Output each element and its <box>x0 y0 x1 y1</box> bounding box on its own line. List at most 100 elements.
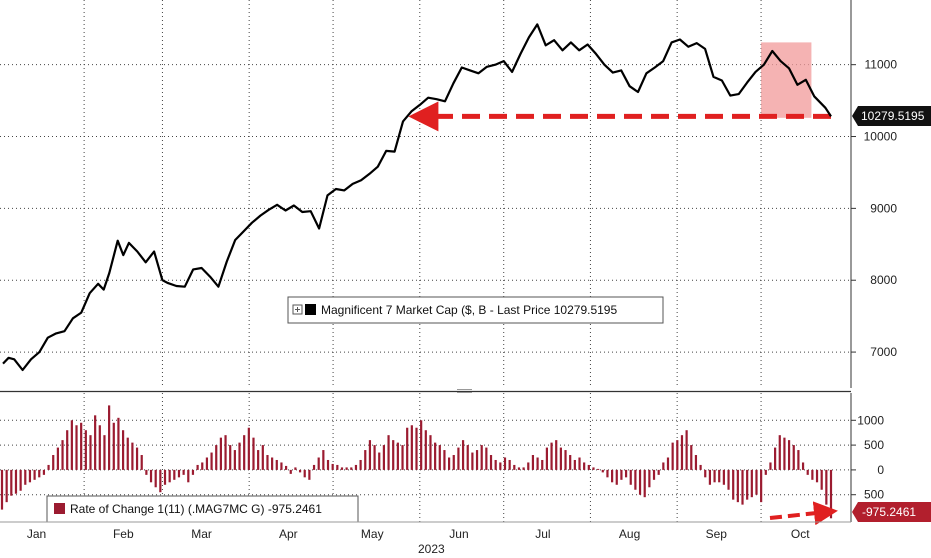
roc-bar <box>289 469 292 474</box>
roc-tick-label: 1000 <box>857 413 884 427</box>
roc-bar <box>406 427 409 470</box>
roc-bar <box>541 459 544 470</box>
roc-bar <box>652 469 656 480</box>
roc-bar <box>354 464 358 470</box>
roc-bar <box>806 469 809 475</box>
roc-bar <box>243 435 246 470</box>
roc-bar <box>80 422 83 470</box>
roc-bar <box>615 469 618 485</box>
roc-bar <box>829 469 833 519</box>
roc-bar <box>569 455 572 470</box>
roc-legend-box: Rate of Change 1(11) (.MAG7MC G) -975.24… <box>46 495 359 523</box>
roc-bar <box>494 459 497 470</box>
roc-bar <box>42 469 46 475</box>
roc-bar <box>764 469 767 475</box>
roc-bar <box>52 455 55 470</box>
roc-bar <box>718 469 721 483</box>
roc-bar <box>685 430 688 470</box>
roc-last-value: -975.2461 <box>862 505 916 519</box>
roc-bar <box>424 430 427 470</box>
price-tick-label: 9000 <box>870 201 897 215</box>
roc-bar <box>159 469 162 493</box>
roc-bar <box>117 417 120 470</box>
roc-bar <box>666 457 670 470</box>
roc-bar <box>694 455 698 470</box>
month-tick-label: May <box>361 527 384 541</box>
roc-bar <box>815 469 819 483</box>
roc-bar <box>489 455 493 470</box>
price-last-value-tag: 10279.5195 <box>852 106 931 126</box>
roc-bar <box>387 435 390 470</box>
price-tick-label: 8000 <box>870 273 897 287</box>
roc-bar <box>461 440 465 470</box>
roc-bar <box>755 469 758 495</box>
month-tick-label: Jan <box>27 527 46 541</box>
panel-divider[interactable] <box>0 388 851 393</box>
roc-bar <box>229 445 232 470</box>
roc-bar <box>727 469 730 490</box>
roc-bar <box>415 427 418 470</box>
roc-bar <box>14 469 18 494</box>
roc-bar <box>121 430 125 470</box>
roc-bar <box>513 464 516 470</box>
price-legend-label: Magnificent 7 Market Cap ($, B - Last Pr… <box>321 303 617 317</box>
roc-bar <box>10 469 13 496</box>
roc-bar <box>275 459 278 470</box>
roc-bar <box>624 469 628 478</box>
price-y-axis: 7000 8000 9000 10000 11000 <box>851 58 897 359</box>
roc-tick-label: 0 <box>877 463 884 477</box>
roc-bar <box>331 463 334 470</box>
roc-bar <box>173 469 176 480</box>
roc-bar <box>154 469 157 488</box>
roc-bar <box>736 469 739 503</box>
roc-bar <box>345 467 348 470</box>
roc-bar <box>19 469 22 491</box>
roc-bar <box>285 465 288 470</box>
roc-panel: 500 0 500 1000 Rate of Change 1(11) (.MAG7M… <box>0 393 931 526</box>
roc-bar <box>298 469 302 473</box>
month-tick-label: Jun <box>449 527 468 541</box>
roc-bar <box>601 469 604 473</box>
roc-bar <box>746 469 749 500</box>
month-tick-label: Oct <box>791 527 810 541</box>
roc-bar <box>145 469 148 475</box>
roc-bar <box>261 445 264 470</box>
roc-bar <box>140 455 143 470</box>
roc-bar <box>252 437 255 470</box>
roc-bar <box>801 462 805 470</box>
month-tick-label: Aug <box>619 527 640 541</box>
roc-bar <box>112 422 115 470</box>
roc-bar <box>503 457 507 470</box>
roc-bar <box>219 437 222 470</box>
roc-bar <box>825 469 828 505</box>
roc-bar <box>643 469 646 498</box>
roc-bar <box>108 405 111 470</box>
roc-bar <box>410 425 413 470</box>
roc-bar <box>5 469 8 503</box>
time-axis: 2023 Jan Feb Mar Apr May Jun Jul Aug Sep Oct <box>0 521 851 556</box>
roc-bar <box>750 469 753 498</box>
month-tick-label: Feb <box>113 527 134 541</box>
roc-bar <box>28 469 32 483</box>
roc-bar <box>280 462 283 470</box>
roc-bar <box>326 459 330 470</box>
year-label: 2023 <box>418 542 445 556</box>
roc-bar <box>555 440 558 470</box>
roc-bar <box>778 435 781 470</box>
roc-bar <box>308 469 311 480</box>
roc-bar <box>94 415 97 470</box>
month-tick-label: Jul <box>535 527 550 541</box>
roc-bar <box>266 455 269 470</box>
roc-bar <box>438 445 441 470</box>
roc-bar <box>392 440 395 470</box>
roc-bar <box>587 464 590 470</box>
roc-bar <box>182 469 185 475</box>
roc-bar <box>811 469 814 480</box>
roc-bar <box>61 440 64 470</box>
roc-bar <box>257 450 260 470</box>
roc-bar <box>499 462 502 470</box>
price-tick-label: 7000 <box>870 345 897 359</box>
roc-bar <box>713 469 716 483</box>
roc-bar <box>368 440 372 470</box>
